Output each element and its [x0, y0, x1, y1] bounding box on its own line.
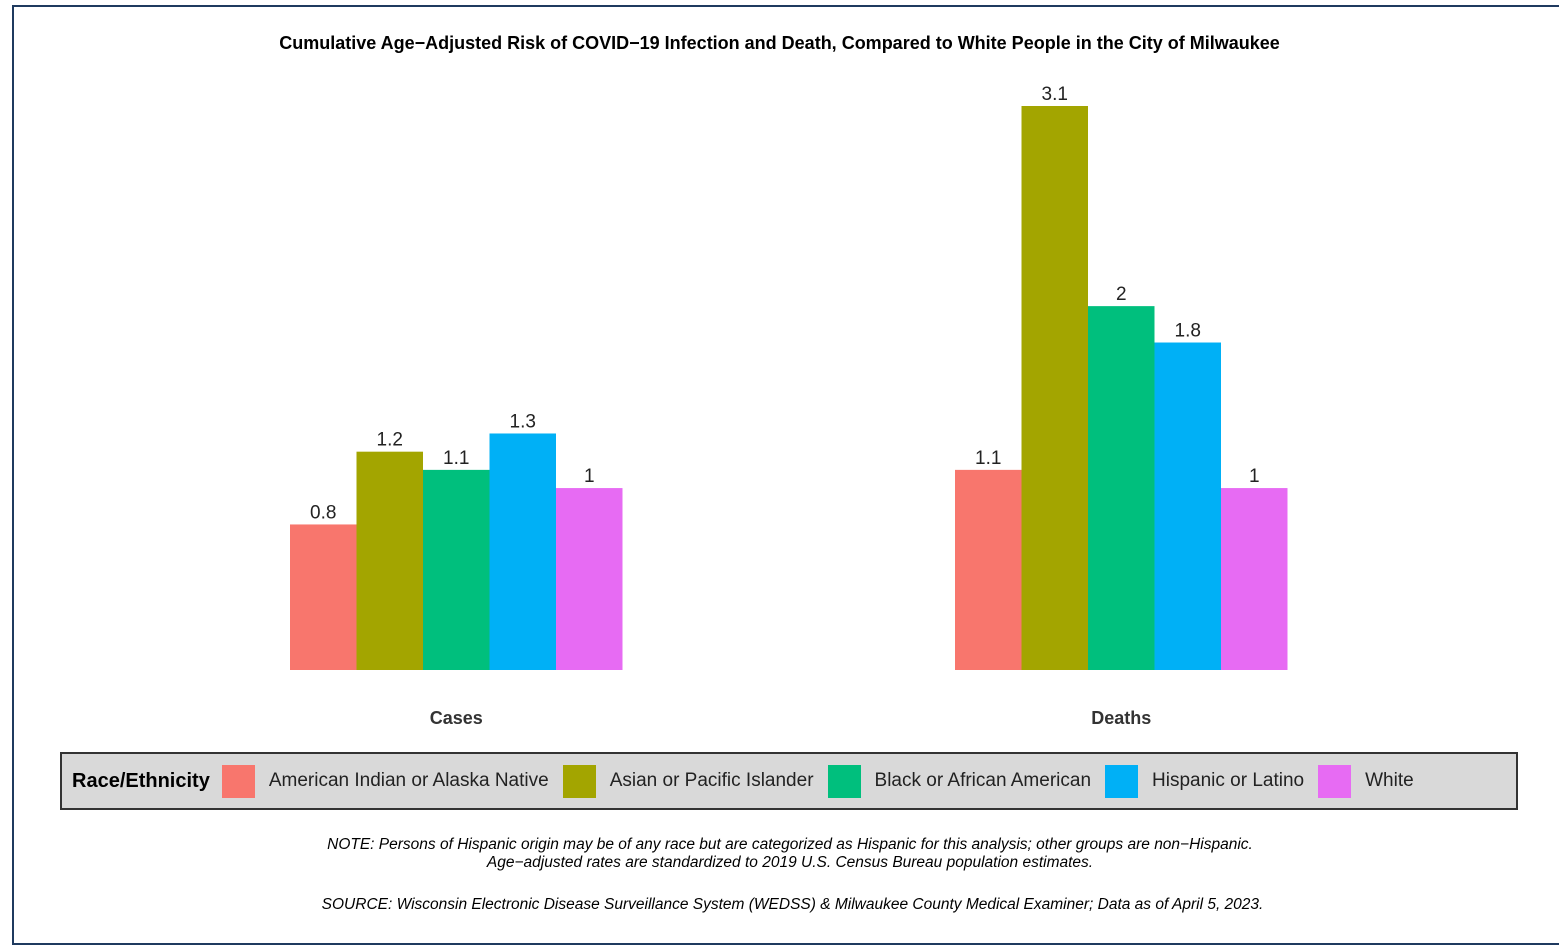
bar-cases-white — [556, 488, 623, 670]
legend-label-white: White — [1365, 770, 1414, 791]
footnote: NOTE: Persons of Hispanic origin may be … — [0, 836, 1559, 872]
category-label-deaths: Deaths — [1091, 708, 1151, 728]
bar-cases-asian-or-pacific-islander — [356, 451, 423, 670]
data-label-cases-american-indian-or-alaska-native: 0.8 — [310, 502, 336, 523]
legend-swatch-hispanic — [1105, 764, 1139, 798]
bar-deaths-white — [1221, 488, 1288, 670]
data-label-cases-white: 1 — [584, 466, 595, 487]
data-label-deaths-black-or-african-american: 2 — [1116, 284, 1127, 305]
legend-item-asian-pacific: Asian or Pacific Islander — [562, 764, 814, 798]
legend-item-american-indian: American Indian or Alaska Native — [221, 764, 549, 798]
data-label-cases-hispanic-or-latino: 1.3 — [510, 411, 536, 432]
data-label-deaths-american-indian-or-alaska-native: 1.1 — [975, 448, 1001, 469]
legend-swatch-asian-pacific — [562, 764, 596, 798]
data-label-deaths-asian-or-pacific-islander: 3.1 — [1042, 84, 1068, 105]
legend-swatch-black — [827, 764, 861, 798]
data-label-cases-asian-or-pacific-islander: 1.2 — [377, 430, 403, 451]
bar-deaths-black-or-african-american — [1088, 306, 1155, 670]
legend: Race/Ethnicity American Indian or Alaska… — [60, 752, 1518, 810]
legend-swatch-american-indian — [221, 764, 255, 798]
bar-cases-black-or-african-american — [423, 469, 490, 670]
source-note: SOURCE: Wisconsin Electronic Disease Sur… — [321, 896, 1264, 913]
legend-item-hispanic: Hispanic or Latino — [1105, 764, 1305, 798]
legend-swatch-white — [1318, 764, 1352, 798]
note-line-1: NOTE: Persons of Hispanic origin may be … — [327, 836, 1253, 853]
note-line-2: Age−adjusted rates are standardized to 2… — [486, 854, 1094, 871]
legend-label-hispanic: Hispanic or Latino — [1152, 770, 1305, 791]
category-label-cases: Cases — [430, 708, 483, 728]
bar-cases-hispanic-or-latino — [489, 433, 556, 670]
bar-cases-american-indian-or-alaska-native — [290, 524, 357, 670]
legend-label-asian-pacific: Asian or Pacific Islander — [609, 770, 814, 791]
data-label-deaths-white: 1 — [1249, 466, 1260, 487]
legend-item-black: Black or African American — [827, 764, 1092, 798]
bar-deaths-hispanic-or-latino — [1154, 342, 1221, 670]
chart-title: Cumulative Age−Adjusted Risk of COVID−19… — [279, 33, 1280, 53]
legend-item-white: White — [1318, 764, 1414, 798]
legend-label-american-indian: American Indian or Alaska Native — [268, 770, 549, 791]
legend-label-black: Black or African American — [874, 770, 1092, 791]
bar-chart: 0.8 1.2 1.1 1.3 1 Cases 1.1 3.1 2 1.8 1 Deaths — [290, 84, 1288, 728]
bar-deaths-american-indian-or-alaska-native — [955, 469, 1022, 670]
legend-title: Race/Ethnicity — [72, 769, 210, 792]
data-label-deaths-hispanic-or-latino: 1.8 — [1175, 321, 1201, 342]
bar-deaths-asian-or-pacific-islander — [1021, 106, 1088, 670]
data-label-cases-black-or-african-american: 1.1 — [443, 448, 469, 469]
